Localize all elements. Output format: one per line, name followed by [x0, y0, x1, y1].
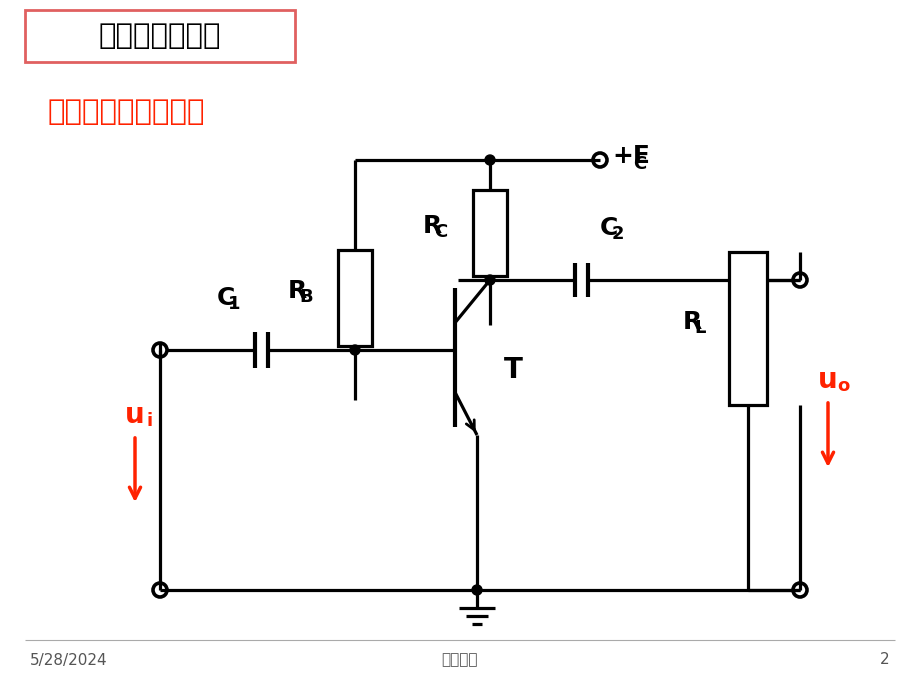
- Text: o: o: [836, 377, 848, 395]
- Text: L: L: [694, 319, 705, 337]
- Text: 电工技术: 电工技术: [441, 653, 478, 667]
- Text: B: B: [299, 288, 312, 306]
- Text: 2: 2: [610, 225, 623, 243]
- Text: R: R: [288, 279, 307, 303]
- Bar: [337, 250, 371, 346]
- Bar: [728, 252, 766, 405]
- Bar: [472, 190, 506, 276]
- Text: R: R: [682, 310, 701, 334]
- Text: 1: 1: [228, 295, 241, 313]
- Text: 简单的共射极放大器: 简单的共射极放大器: [48, 98, 205, 126]
- Text: C: C: [434, 223, 447, 241]
- Text: 2: 2: [879, 653, 889, 667]
- Circle shape: [484, 155, 494, 165]
- Text: C: C: [217, 286, 235, 310]
- Text: 上次课内容回顾: 上次课内容回顾: [98, 22, 221, 50]
- Text: 5/28/2024: 5/28/2024: [30, 653, 108, 667]
- Text: C: C: [632, 155, 645, 173]
- Text: i: i: [147, 412, 153, 430]
- Circle shape: [349, 345, 359, 355]
- Text: u: u: [817, 366, 837, 394]
- Bar: [25, 10, 295, 62]
- Text: u: u: [125, 401, 144, 429]
- Text: T: T: [503, 356, 522, 384]
- Text: C: C: [599, 216, 618, 240]
- Text: +E: +E: [611, 144, 649, 168]
- Circle shape: [484, 275, 494, 285]
- Text: R: R: [423, 214, 442, 238]
- Circle shape: [471, 585, 482, 595]
